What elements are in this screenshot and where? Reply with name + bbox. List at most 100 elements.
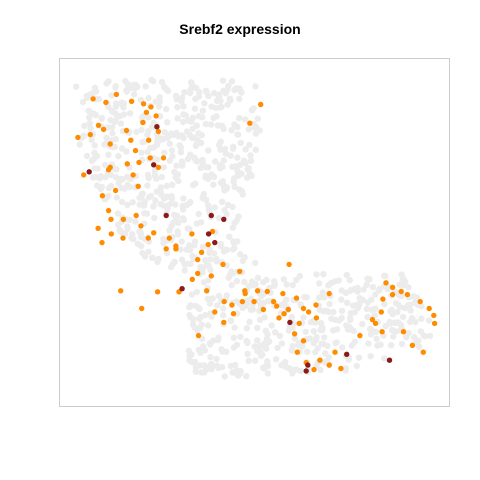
background-cell-point (230, 334, 237, 341)
expression-point (145, 235, 151, 241)
background-cell-point (245, 357, 252, 364)
background-cell-point (213, 355, 220, 363)
background-cell-point (259, 351, 266, 358)
background-cell-point (177, 246, 184, 253)
background-cell-point (179, 118, 187, 126)
background-cell-point (377, 341, 384, 348)
background-cell-point (228, 127, 235, 134)
background-cell-point (268, 322, 275, 329)
background-cell-point (220, 246, 228, 253)
expression-point (100, 126, 107, 133)
background-cell-point (168, 130, 175, 137)
background-cell-point (157, 201, 164, 208)
expression-point (195, 256, 201, 263)
expression-point (108, 216, 114, 222)
expression-point (378, 309, 384, 315)
background-cell-point (321, 334, 328, 341)
background-cell-point (188, 291, 196, 298)
high-expression-point (179, 286, 185, 292)
background-cell-point (381, 300, 388, 308)
background-cell-point (121, 185, 128, 192)
background-cell-point (186, 304, 193, 311)
expression-point (87, 131, 94, 138)
background-cell-point (158, 173, 165, 181)
background-cell-point (114, 210, 122, 217)
background-cell-point (252, 146, 259, 153)
background-cell-point (164, 205, 171, 213)
background-cell-point (425, 317, 433, 324)
background-cell-point (123, 148, 130, 155)
background-cell-point (387, 308, 394, 315)
background-cell-point (223, 211, 230, 218)
expression-point (420, 349, 426, 355)
background-cell-point (180, 111, 187, 118)
background-cell-point (310, 328, 317, 335)
background-cell-point (254, 274, 262, 281)
background-cell-point (375, 287, 382, 294)
expression-point (404, 291, 411, 298)
background-cell-point (90, 110, 97, 117)
expression-point (136, 159, 142, 166)
background-cell-point (96, 175, 104, 182)
background-cell-point (248, 278, 256, 285)
background-cell-point (153, 188, 160, 195)
background-cell-point (117, 112, 124, 120)
background-cell-point (249, 306, 257, 313)
background-cell-point (195, 346, 203, 353)
background-cell-point (194, 158, 201, 165)
background-cell-point (214, 122, 222, 129)
background-cell-point (93, 153, 101, 160)
background-cell-point (289, 343, 296, 350)
background-cell-point (258, 292, 265, 300)
background-cell-point (338, 314, 345, 322)
background-cell-point (316, 294, 323, 301)
expression-point (296, 320, 302, 327)
expression-point (380, 296, 386, 302)
background-cell-point (180, 195, 187, 202)
background-cell-point (295, 341, 302, 349)
background-cell-point (343, 322, 350, 329)
background-cell-point (325, 282, 332, 289)
background-cell-point (207, 121, 215, 128)
background-cell-point (302, 328, 309, 335)
background-cell-point (199, 114, 206, 121)
background-cell-point (152, 98, 159, 105)
background-cell-point (418, 315, 425, 322)
background-cell-point (199, 156, 206, 164)
background-cell-point (187, 358, 194, 365)
background-cell-point (206, 300, 214, 307)
background-cell-point (326, 300, 333, 308)
expression-point (138, 223, 144, 229)
background-cell-point (235, 213, 242, 220)
background-cell-point (311, 319, 319, 326)
background-cell-point (364, 299, 371, 306)
background-cell-point (144, 131, 151, 138)
expression-point (99, 193, 106, 199)
background-cell-point (229, 246, 237, 253)
background-cell-point (152, 173, 159, 180)
expression-point (132, 147, 139, 154)
background-cell-point (215, 214, 223, 222)
background-cell-point (306, 335, 313, 342)
high-expression-point (208, 212, 214, 219)
expression-point (409, 342, 416, 348)
background-cell-point (207, 256, 214, 263)
background-cell-point (177, 144, 185, 151)
background-cell-point (192, 142, 200, 149)
background-cell-point (338, 307, 346, 315)
background-cell-point (272, 356, 280, 363)
background-cell-point (180, 216, 187, 224)
background-cell-point (235, 372, 242, 379)
background-cell-point (91, 84, 99, 92)
background-cell-point (236, 161, 244, 169)
background-cell-point (230, 240, 238, 247)
background-cell-point (254, 337, 261, 344)
background-cell-point (81, 122, 88, 130)
expression-point (99, 239, 105, 246)
background-cell-point (83, 152, 91, 160)
background-cell-point (245, 126, 252, 133)
background-cell-point (168, 195, 176, 202)
background-cell-point (158, 79, 166, 86)
background-cell-point (359, 320, 366, 328)
background-cell-point (243, 337, 250, 345)
